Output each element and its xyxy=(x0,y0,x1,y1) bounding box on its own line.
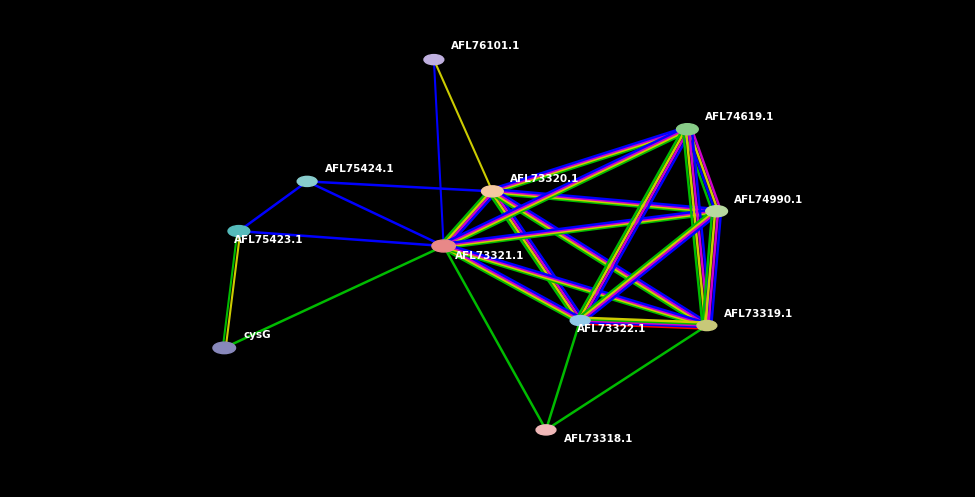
Circle shape xyxy=(213,342,236,354)
Circle shape xyxy=(697,321,717,331)
Circle shape xyxy=(432,240,455,252)
Text: AFL73318.1: AFL73318.1 xyxy=(564,434,633,444)
Circle shape xyxy=(706,206,727,217)
Circle shape xyxy=(228,226,250,237)
Text: cysG: cysG xyxy=(244,331,271,340)
Circle shape xyxy=(297,176,317,186)
Text: AFL73320.1: AFL73320.1 xyxy=(510,174,579,184)
Text: AFL75423.1: AFL75423.1 xyxy=(234,235,303,245)
Circle shape xyxy=(424,55,444,65)
Text: AFL73321.1: AFL73321.1 xyxy=(455,251,525,261)
Text: AFL76101.1: AFL76101.1 xyxy=(451,41,521,51)
Text: AFL75424.1: AFL75424.1 xyxy=(325,164,394,174)
Circle shape xyxy=(482,186,503,197)
Text: AFL74619.1: AFL74619.1 xyxy=(705,112,774,122)
Text: AFL74990.1: AFL74990.1 xyxy=(734,195,803,205)
Circle shape xyxy=(677,124,698,135)
Text: AFL73322.1: AFL73322.1 xyxy=(577,325,646,334)
Circle shape xyxy=(570,316,590,326)
Circle shape xyxy=(536,425,556,435)
Text: AFL73319.1: AFL73319.1 xyxy=(724,309,794,319)
